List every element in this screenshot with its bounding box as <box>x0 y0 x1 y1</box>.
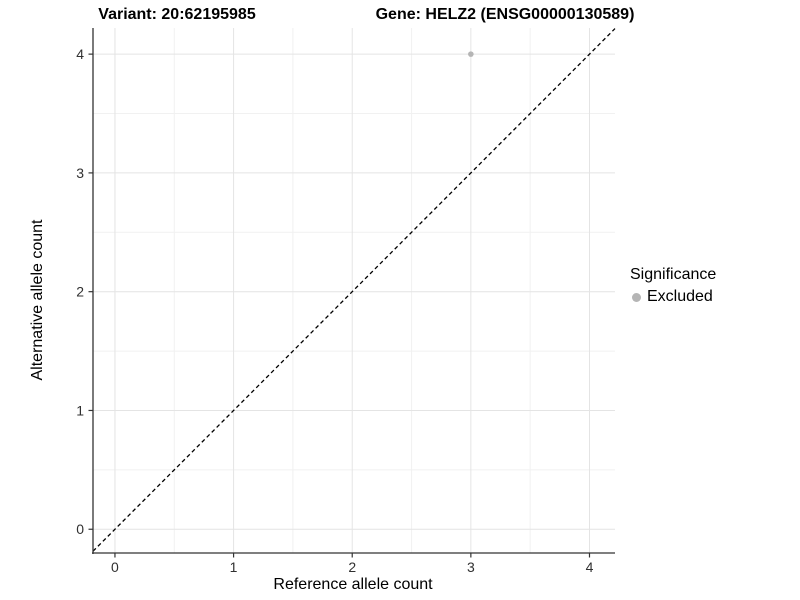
legend-item-label: Excluded <box>647 288 713 305</box>
x-tick-label: 4 <box>586 559 594 575</box>
legend-item-excluded: Excluded <box>630 288 716 306</box>
legend-title: Significance <box>630 266 717 283</box>
x-tick-label: 0 <box>111 559 119 575</box>
x-axis-title: Reference allele count <box>273 576 433 593</box>
data-point <box>468 51 474 57</box>
y-tick-label: 0 <box>76 521 84 537</box>
gene-title: Gene: HELZ2 (ENSG00000130589) <box>375 6 635 23</box>
y-tick-label: 1 <box>76 402 84 418</box>
variant-title: Variant: 20:62195985 <box>98 6 256 23</box>
x-tick-label: 2 <box>348 559 356 575</box>
y-axis-title: Alternative allele count <box>29 219 46 381</box>
identity-reference-line <box>92 28 616 552</box>
y-tick-label: 2 <box>76 284 84 300</box>
y-tick-label: 3 <box>76 165 84 181</box>
y-tick-label: 4 <box>76 46 84 62</box>
x-tick-label: 1 <box>230 559 238 575</box>
x-tick-label: 3 <box>467 559 475 575</box>
excluded-point-icon <box>632 292 641 302</box>
plot-panel: 0 1 2 3 4 0 1 2 3 4 <box>76 28 616 575</box>
legend: Significance Excluded <box>630 266 716 306</box>
